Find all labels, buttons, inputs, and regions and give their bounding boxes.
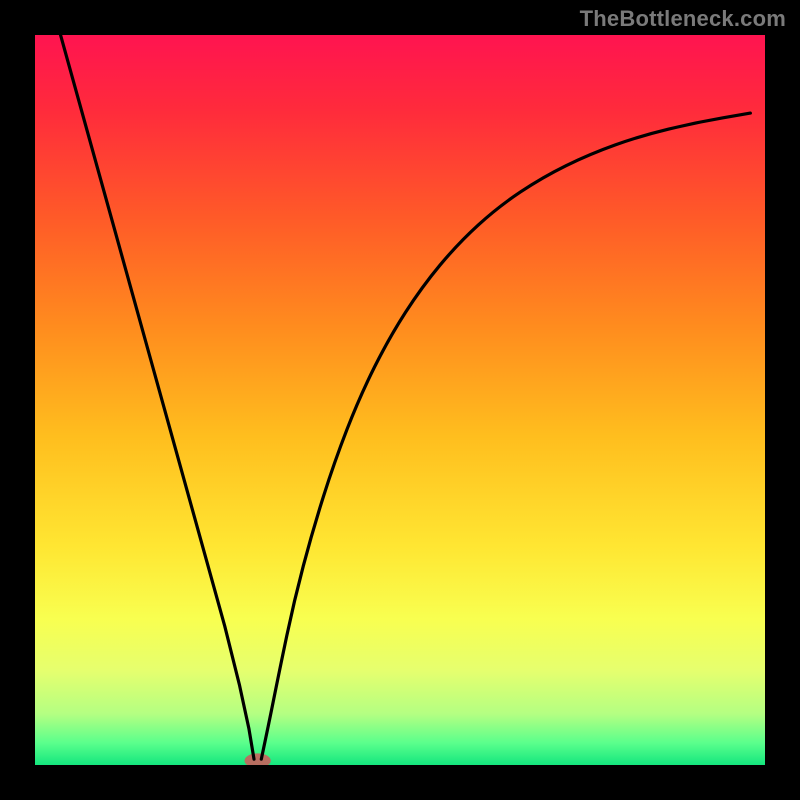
gradient-background — [35, 35, 765, 765]
plot-area — [35, 35, 765, 765]
chart-container: TheBottleneck.com — [0, 0, 800, 800]
watermark-text: TheBottleneck.com — [580, 6, 786, 32]
plot-svg — [35, 35, 765, 765]
